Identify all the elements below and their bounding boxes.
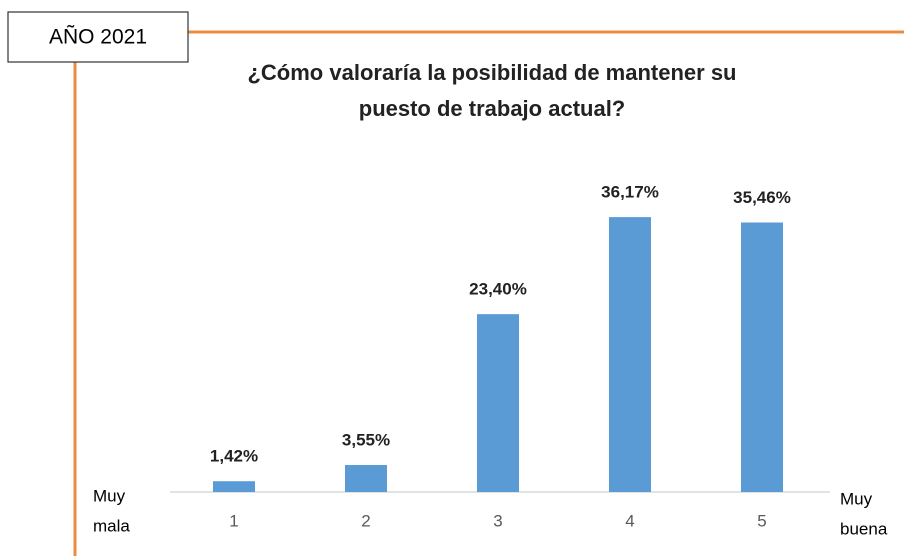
bar — [345, 465, 387, 492]
bar — [213, 481, 255, 492]
bar — [477, 314, 519, 492]
chart-title: puesto de trabajo actual? — [359, 96, 626, 121]
low-label: Muy — [93, 486, 126, 505]
high-label: Muy — [840, 489, 873, 508]
data-label: 1,42% — [210, 447, 258, 466]
x-tick-label: 1 — [229, 511, 238, 530]
badge-box — [7, 11, 189, 63]
x-tick-label: 3 — [493, 511, 502, 530]
bar — [609, 217, 651, 492]
high-label: buena — [840, 519, 888, 538]
chart-title: ¿Cómo valoraría la posibilidad de manten… — [247, 60, 736, 85]
x-tick-label: 5 — [757, 511, 766, 530]
x-tick-label: 2 — [361, 511, 370, 530]
data-label: 35,46% — [733, 188, 791, 207]
data-label: 23,40% — [469, 280, 527, 299]
x-tick-label: 4 — [625, 511, 634, 530]
data-label: 3,55% — [342, 431, 390, 450]
bar — [741, 222, 783, 492]
low-label: mala — [93, 516, 130, 535]
data-label: 36,17% — [601, 183, 659, 202]
badge: AÑO 2021 — [49, 25, 147, 49]
